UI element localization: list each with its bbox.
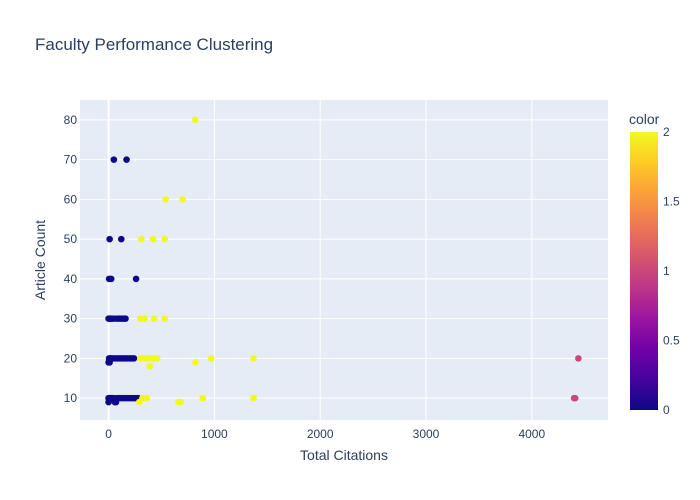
colorbar: color 0 0.5 1 1.5 2 (629, 111, 680, 417)
data-point (571, 394, 579, 402)
y-tick-label: 10 (64, 391, 78, 405)
data-point (143, 394, 150, 402)
data-point (122, 315, 129, 322)
data-point (207, 355, 215, 362)
colorbar-title: color (629, 111, 660, 127)
colorbar-tick-label: 1 (663, 264, 670, 278)
data-point (199, 394, 207, 402)
x-tick-label: 1000 (201, 427, 228, 441)
x-axis-title: Total Citations (300, 447, 388, 463)
x-axis-ticks: 0 1000 2000 3000 4000 (105, 427, 545, 441)
data-point (192, 359, 199, 366)
y-tick-label: 40 (64, 272, 78, 286)
data-point (192, 116, 199, 124)
y-tick-label: 70 (64, 153, 78, 167)
colorbar-ticks: 0 0.5 1 1.5 2 (663, 125, 680, 417)
colorbar-gradient (630, 132, 658, 410)
colorbar-tick-label: 0 (663, 403, 670, 417)
colorbar-tick-label: 1.5 (663, 195, 680, 209)
y-tick-label: 30 (64, 312, 78, 326)
data-points (105, 116, 582, 406)
x-tick-label: 0 (105, 427, 112, 441)
data-point (149, 235, 157, 243)
y-axis-ticks: 10 20 30 40 50 60 70 80 (64, 113, 78, 405)
data-point (179, 196, 186, 203)
y-tick-label: 60 (64, 192, 78, 206)
grid (80, 100, 608, 420)
x-tick-label: 3000 (413, 427, 440, 441)
data-point (117, 235, 125, 243)
colorbar-tick-label: 0.5 (663, 334, 680, 348)
data-point (110, 156, 118, 163)
data-point (106, 235, 113, 243)
data-point (146, 363, 154, 370)
chart-title: Faculty Performance Clustering (35, 35, 273, 54)
colorbar-tick-label: 2 (663, 125, 670, 139)
data-point (575, 355, 582, 362)
x-tick-label: 4000 (518, 427, 545, 441)
data-point (153, 355, 161, 362)
data-point (150, 315, 158, 322)
data-point (132, 275, 140, 283)
data-point (138, 235, 145, 243)
x-tick-label: 2000 (307, 427, 334, 441)
data-point (161, 235, 168, 243)
data-point (250, 394, 257, 402)
data-point (123, 156, 130, 163)
plot-area (80, 100, 608, 420)
y-tick-label: 80 (64, 113, 78, 127)
y-tick-label: 20 (64, 351, 78, 365)
data-point (141, 315, 148, 322)
y-axis-title: Article Count (32, 220, 48, 300)
data-point (161, 315, 168, 322)
data-point (177, 398, 184, 406)
data-point (130, 355, 138, 362)
data-point (162, 196, 170, 203)
data-point (250, 355, 257, 362)
data-point (107, 275, 115, 283)
y-tick-label: 50 (64, 232, 78, 246)
